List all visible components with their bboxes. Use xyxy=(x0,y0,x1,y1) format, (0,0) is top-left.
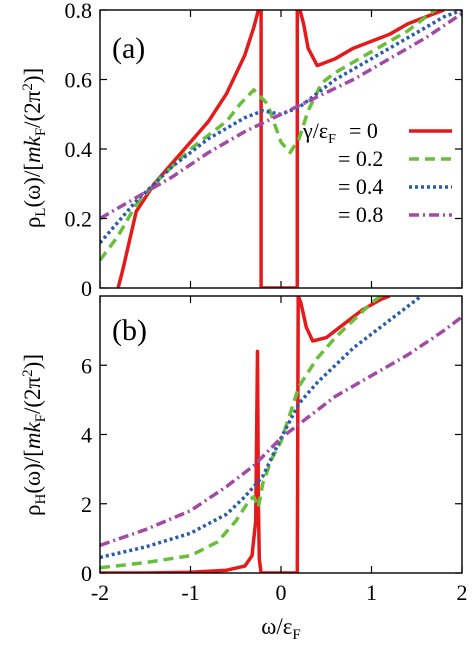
panel-a-series-0 xyxy=(116,10,445,288)
legend-entry-0-label: = 0 xyxy=(349,118,378,143)
panel-b: 0 2 4 6 -2 -1 0 1 2 (b) ρH(ω)/[mkF/(2π2)] ω/εF xyxy=(20,295,468,643)
panel-b-series-2 xyxy=(100,296,423,560)
legend-entry-2-label: = 0.4 xyxy=(338,174,383,199)
panel-b-xtick-label-2: 0 xyxy=(276,580,287,605)
panel-a-series-2 xyxy=(100,10,462,244)
panel-a-ytick-label-0: 0 xyxy=(81,276,92,301)
panel-b-ticks: 0 2 4 6 -2 -1 0 1 2 xyxy=(81,296,468,605)
panel-b-ylabel: ρH(ω)/[mkF/(2π2)] xyxy=(20,354,49,516)
panel-a: 0 0.2 0.4 0.6 0.8 (a) ρL(ω)/[mkF/(2π2)] γ/εF… xyxy=(20,0,463,301)
legend-entry-3-label: = 0.8 xyxy=(338,202,383,227)
panel-b-series-0 xyxy=(100,296,391,573)
panel-b-xtick-label-0: -2 xyxy=(91,580,109,605)
panel-a-ytick-label-4: 0.8 xyxy=(65,0,93,23)
panel-b-xtick-label-4: 2 xyxy=(457,580,468,605)
panel-b-ytick-label-0: 0 xyxy=(81,561,92,586)
panel-a-frame xyxy=(99,9,463,289)
panel-a-series-1 xyxy=(100,10,436,262)
panel-a-ytick-label-2: 0.4 xyxy=(65,137,93,162)
panel-b-xtick-label-3: 1 xyxy=(366,580,377,605)
panel-b-xlabel: ω/εF xyxy=(261,614,301,643)
panel-a-ticks: 0 0.2 0.4 0.6 0.8 xyxy=(65,0,463,301)
panel-b-series-3 xyxy=(100,315,462,547)
panel-a-series xyxy=(100,10,462,288)
panel-a-ytick-label-3: 0.6 xyxy=(65,68,93,93)
panel-b-series xyxy=(100,296,462,573)
legend-title: γ/εF xyxy=(302,118,336,147)
panel-a-label: (a) xyxy=(112,32,145,65)
legend: γ/εF = 0 = 0.2 = 0.4 = 0.8 xyxy=(302,118,452,227)
panel-b-xtick-label-1: -1 xyxy=(181,580,199,605)
panel-b-label: (b) xyxy=(112,314,147,347)
panel-a-ytick-label-1: 0.2 xyxy=(65,207,93,232)
panel-b-frame xyxy=(99,295,463,574)
panel-b-ytick-label-2: 4 xyxy=(81,423,92,448)
panel-a-ylabel: ρL(ω)/[mkF/(2π2)] xyxy=(20,68,49,228)
panel-b-ytick-label-1: 2 xyxy=(81,492,92,517)
panel-b-ytick-label-3: 6 xyxy=(81,353,92,378)
legend-entry-1-label: = 0.2 xyxy=(338,146,383,171)
panel-b-series-1 xyxy=(100,296,382,570)
panel-a-series-3 xyxy=(100,12,462,221)
